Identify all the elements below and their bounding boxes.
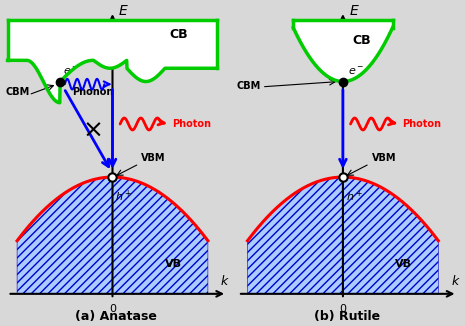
Text: $e^-$: $e^-$ <box>63 66 80 77</box>
Text: $k$: $k$ <box>220 274 230 288</box>
Text: Phonon: Phonon <box>73 87 114 97</box>
Text: 0: 0 <box>109 304 116 315</box>
Text: CB: CB <box>170 28 188 41</box>
Text: $h^+$: $h^+$ <box>346 189 363 204</box>
Text: VB: VB <box>165 259 182 269</box>
Text: (b) Rutile: (b) Rutile <box>314 310 380 323</box>
Text: CB: CB <box>352 34 371 47</box>
Text: VB: VB <box>395 259 412 269</box>
Text: $E$: $E$ <box>349 4 359 18</box>
Text: 0: 0 <box>339 304 346 315</box>
Text: Photon: Photon <box>172 119 211 129</box>
Text: (a) Anatase: (a) Anatase <box>75 310 157 323</box>
Text: CBM: CBM <box>236 82 260 92</box>
Text: Photon: Photon <box>402 119 441 129</box>
Text: $e^-$: $e^-$ <box>348 66 364 77</box>
Text: CBM: CBM <box>6 87 30 97</box>
Text: VBM: VBM <box>372 153 396 163</box>
Text: $\times$: $\times$ <box>82 117 101 141</box>
Text: $E$: $E$ <box>118 4 129 18</box>
Text: $h^+$: $h^+$ <box>115 189 133 204</box>
Text: VBM: VBM <box>141 153 166 163</box>
Text: $k$: $k$ <box>451 274 460 288</box>
